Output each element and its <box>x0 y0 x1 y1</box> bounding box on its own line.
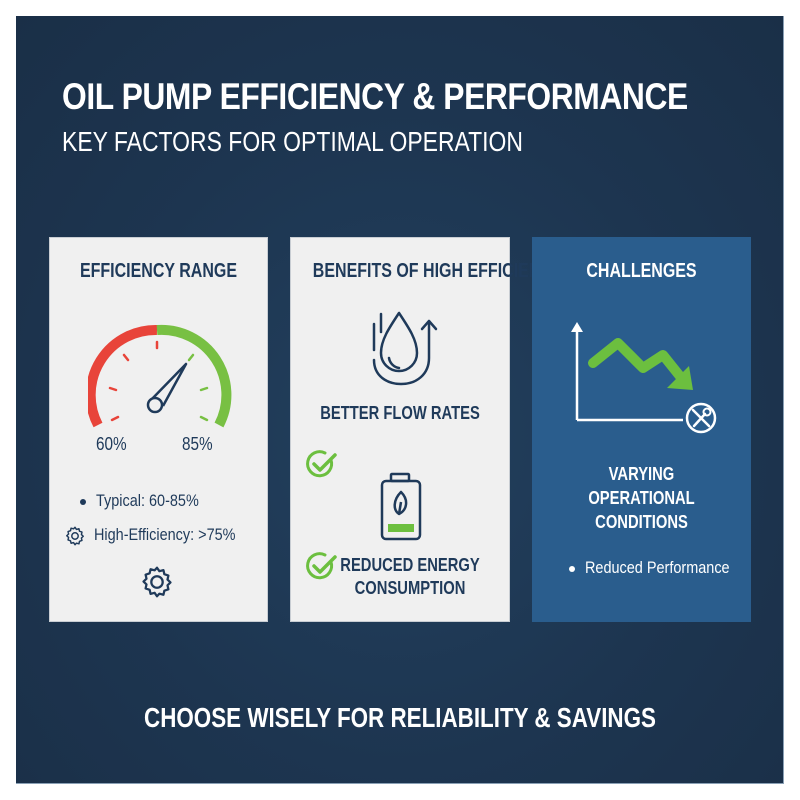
gauge-high-label: 85% <box>182 434 213 454</box>
gear-icon <box>142 566 172 598</box>
footer-tagline: CHOOSE WISELY FOR RELIABILITY & SAVINGS <box>144 702 656 733</box>
benefit-label-line-2: CONSUMPTION <box>354 578 466 598</box>
card-title: EFFICIENCY RANGE <box>79 260 238 282</box>
gauge-low-label: 60% <box>96 434 127 454</box>
bullet-dot-icon <box>569 565 575 572</box>
benefit-label: BETTER FLOW RATES <box>320 403 480 423</box>
battery-leaf-icon <box>380 472 422 541</box>
efficiency-gauge-icon <box>88 324 232 428</box>
gear-icon <box>66 526 84 546</box>
benefit-label-line-1: REDUCED ENERGY <box>340 555 480 575</box>
challenge-label: VARYING OPERATIONAL CONDITIONS <box>588 464 695 532</box>
check-circle-icon <box>306 450 337 478</box>
benefits-card: BENEFITS OF HIGH EFFICIENCY BETTER FLOW … <box>290 237 563 622</box>
oil-drop-flow-icon <box>372 311 438 386</box>
page-subtitle: KEY FACTORS FOR OPTIMAL OPERATION <box>62 126 523 157</box>
card-title: BENEFITS OF HIGH EFFICIENCY <box>312 260 563 282</box>
check-circle-icon <box>306 552 337 580</box>
challenges-card: CHALLENGES VARYING OPERATIONAL CONDITION… <box>532 237 751 622</box>
bullet-reduced-performance: Reduced Performance <box>569 558 755 578</box>
bullet-dot-icon <box>80 498 86 505</box>
page-title: OIL PUMP EFFICIENCY & PERFORMANCE <box>62 76 688 117</box>
bullet-high-efficiency: High-Efficiency: >75% <box>64 525 267 547</box>
bullet-typical: Typical: 60-85% <box>80 491 267 511</box>
declining-chart-icon <box>571 322 717 434</box>
card-title: CHALLENGES <box>586 260 697 282</box>
efficiency-range-card: EFFICIENCY RANGE 60% 85% Typical: 60-85%… <box>49 237 268 622</box>
